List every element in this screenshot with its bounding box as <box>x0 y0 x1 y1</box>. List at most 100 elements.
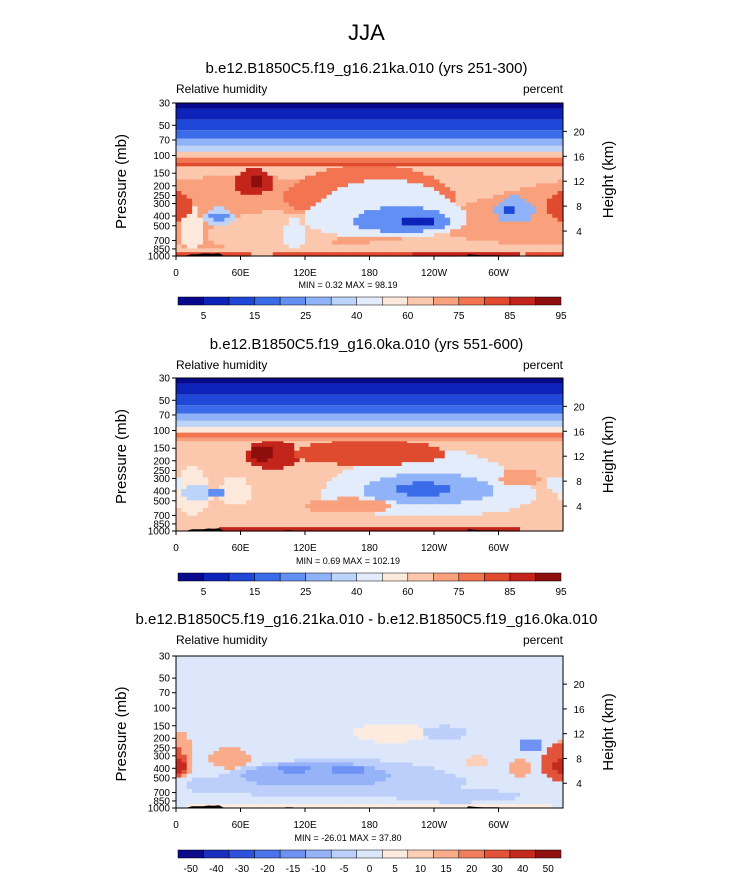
colorbar-box <box>535 849 562 859</box>
top-band <box>176 108 563 120</box>
colorbar-box <box>535 572 562 582</box>
top-band <box>176 151 563 158</box>
pressure-tick-label: 150 <box>153 444 170 455</box>
colorbar-box <box>228 296 255 306</box>
panel-1: b.e12.B1850C5.f19_g16.21ka.010 (yrs 251-… <box>113 60 617 322</box>
top-band <box>176 130 563 139</box>
y-axis-title: Pressure (mb) <box>113 134 130 229</box>
colorbar-box <box>458 572 485 582</box>
pressure-tick-label: 300 <box>153 474 170 485</box>
height-tick-label: 20 <box>573 680 585 691</box>
colorbar-box <box>177 296 204 306</box>
top-band <box>176 145 563 152</box>
colorbar-label: 60 <box>402 311 414 322</box>
colorbar-box <box>458 849 485 859</box>
pressure-tick-label: 850 <box>153 796 170 807</box>
colorbar-box <box>203 572 230 582</box>
pressure-tick-label: 50 <box>159 121 171 132</box>
colorbar-label: 5 <box>392 864 398 872</box>
y-axis-title: Pressure (mb) <box>113 686 130 781</box>
colorbar-label: 5 <box>201 311 207 322</box>
height-tick-label: 20 <box>573 127 585 138</box>
colorbar-box <box>305 849 332 859</box>
colorbar-box <box>433 849 460 859</box>
lon-tick-label: 60W <box>488 543 509 554</box>
colorbar-box <box>305 572 332 582</box>
colorbar-box <box>509 849 536 859</box>
top-band <box>176 378 563 384</box>
colorbar-label: 60 <box>402 587 414 598</box>
height-tick-label: 20 <box>573 402 585 413</box>
pressure-tick-label: 100 <box>153 704 170 715</box>
lon-tick-label: 0 <box>173 543 179 554</box>
pressure-tick-label: 300 <box>153 751 170 762</box>
pressure-tick-label: 200 <box>153 181 170 192</box>
pressure-tick-label: 1000 <box>148 527 171 538</box>
colorbar-box <box>509 572 536 582</box>
pressure-tick-label: 850 <box>153 519 170 530</box>
pressure-tick-label: 50 <box>159 396 171 407</box>
pressure-tick-label: 50 <box>159 674 171 685</box>
colorbar-box <box>356 296 383 306</box>
colorbar-box <box>433 572 460 582</box>
pressure-tick-label: 150 <box>153 721 170 732</box>
top-band <box>176 437 563 442</box>
y-axis-right-title: Height (km) <box>600 141 617 219</box>
min-max-label: MIN = 0.69 MAX = 102.19 <box>296 556 400 566</box>
colorbar-label: 25 <box>300 587 312 598</box>
height-tick-label: 8 <box>576 202 582 213</box>
colorbar-label: 15 <box>441 864 453 872</box>
colorbar-label: 50 <box>543 864 555 872</box>
height-tick-label: 12 <box>573 730 585 741</box>
colorbar-box <box>330 572 357 582</box>
height-tick-label: 4 <box>576 502 582 513</box>
top-band <box>176 119 563 131</box>
colorbar-label: -30 <box>235 864 250 872</box>
top-band <box>176 420 563 427</box>
height-tick-label: 12 <box>573 452 585 463</box>
colorbar-label: 30 <box>492 864 504 872</box>
colorbar-box <box>484 849 511 859</box>
colorbar-box <box>228 572 255 582</box>
colorbar-box <box>407 572 434 582</box>
colorbar-box <box>484 572 511 582</box>
colorbar-box <box>382 296 409 306</box>
y-axis-title: Pressure (mb) <box>113 409 130 504</box>
colorbar-box <box>254 849 281 859</box>
colorbar-label: 95 <box>555 311 567 322</box>
top-band <box>176 432 563 438</box>
colorbar-label: 20 <box>466 864 478 872</box>
lon-tick-label: 0 <box>173 268 179 279</box>
min-max-label: MIN = 0.32 MAX = 98.19 <box>298 280 397 290</box>
colorbar-box <box>305 296 332 306</box>
height-tick-label: 4 <box>576 779 582 790</box>
min-max-label: MIN = -26.01 MAX = 37.80 <box>294 833 401 843</box>
pressure-tick-label: 400 <box>153 212 170 223</box>
variable-label: Relative humidity <box>176 82 267 96</box>
panel-title: b.e12.B1850C5.f19_g16.21ka.010 - b.e12.B… <box>135 611 597 628</box>
colorbar-label: -10 <box>311 864 326 872</box>
colorbar-box <box>433 296 460 306</box>
top-band <box>176 426 563 433</box>
top-band <box>176 661 563 687</box>
pressure-tick-label: 400 <box>153 764 170 775</box>
pressure-tick-label: 500 <box>153 496 170 507</box>
colorbar-box <box>177 572 204 582</box>
pressure-tick-label: 500 <box>153 221 170 232</box>
pressure-tick-label: 30 <box>159 374 171 385</box>
top-band <box>176 138 563 146</box>
lon-tick-label: 180 <box>361 543 378 554</box>
height-tick-label: 16 <box>573 152 585 163</box>
pressure-tick-label: 1000 <box>148 252 171 263</box>
colorbar-box <box>458 296 485 306</box>
colorbar-box <box>177 849 204 859</box>
pressure-tick-label: 70 <box>159 135 171 146</box>
colorbar-box <box>535 296 562 306</box>
lon-tick-label: 120W <box>421 820 448 831</box>
lon-tick-label: 0 <box>173 820 179 831</box>
top-band <box>176 656 563 662</box>
lon-tick-label: 60E <box>232 820 250 831</box>
colorbar-label: 10 <box>415 864 427 872</box>
colorbar-label: 25 <box>300 311 312 322</box>
lon-tick-label: 120E <box>293 820 317 831</box>
